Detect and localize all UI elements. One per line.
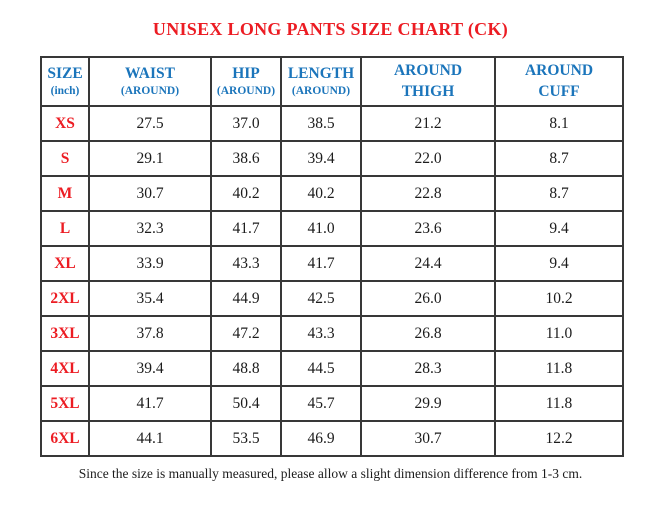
value-cell-waist: 44.1 [88, 420, 212, 457]
table-row-6xl: 6XL 44.1 53.5 46.9 30.7 12.2 [40, 420, 624, 457]
size-cell: 5XL [40, 385, 90, 422]
value-cell-waist: 30.7 [88, 175, 212, 212]
value-cell-thigh: 22.0 [360, 140, 496, 177]
table-row-l: L 32.3 41.7 41.0 23.6 9.4 [40, 210, 624, 247]
value-cell-waist: 41.7 [88, 385, 212, 422]
table-row-4xl: 4XL 39.4 48.8 44.5 28.3 11.8 [40, 350, 624, 387]
table-row-3xl: 3XL 37.8 47.2 43.3 26.8 11.0 [40, 315, 624, 352]
value-cell-cuff: 11.8 [494, 385, 624, 422]
value-cell-hip: 40.2 [210, 175, 282, 212]
table-row-2xl: 2XL 35.4 44.9 42.5 26.0 10.2 [40, 280, 624, 317]
value-cell-thigh: 26.8 [360, 315, 496, 352]
header-sublabel: (AROUND) [291, 85, 351, 98]
header-sublabel: (AROUND) [216, 85, 276, 98]
header-row: SIZE (inch) WAIST (AROUND) HIP (AROUND) … [40, 56, 624, 107]
table-row-5xl: 5XL 41.7 50.4 45.7 29.9 11.8 [40, 385, 624, 422]
value-cell-length: 44.5 [280, 350, 362, 387]
value-cell-cuff: 9.4 [494, 245, 624, 282]
value-cell-cuff: 12.2 [494, 420, 624, 457]
value-cell-waist: 27.5 [88, 105, 212, 142]
value-cell-cuff: 8.7 [494, 175, 624, 212]
value-cell-waist: 35.4 [88, 280, 212, 317]
table-row-s: S 29.1 38.6 39.4 22.0 8.7 [40, 140, 624, 177]
header-sublabel: (AROUND) [120, 85, 180, 98]
value-cell-length: 46.9 [280, 420, 362, 457]
value-cell-hip: 37.0 [210, 105, 282, 142]
value-cell-thigh: 22.8 [360, 175, 496, 212]
value-cell-length: 41.0 [280, 210, 362, 247]
value-cell-length: 42.5 [280, 280, 362, 317]
value-cell-thigh: 24.4 [360, 245, 496, 282]
table-row-xs: XS 27.5 37.0 38.5 21.2 8.1 [40, 105, 624, 142]
value-cell-length: 43.3 [280, 315, 362, 352]
header-sublabel: (inch) [50, 85, 80, 98]
value-cell-thigh: 23.6 [360, 210, 496, 247]
header-cell-around-thigh: AROUND THIGH [360, 56, 496, 107]
table-row-m: M 30.7 40.2 40.2 22.8 8.7 [40, 175, 624, 212]
value-cell-cuff: 8.7 [494, 140, 624, 177]
header-label: AROUND [393, 62, 463, 80]
value-cell-thigh: 30.7 [360, 420, 496, 457]
value-cell-cuff: 11.0 [494, 315, 624, 352]
value-cell-waist: 39.4 [88, 350, 212, 387]
size-cell: XS [40, 105, 90, 142]
table-header: SIZE (inch) WAIST (AROUND) HIP (AROUND) … [40, 56, 624, 107]
size-cell: 3XL [40, 315, 90, 352]
header-label: SIZE [47, 65, 83, 83]
header-cell-hip: HIP (AROUND) [210, 56, 282, 107]
value-cell-cuff: 11.8 [494, 350, 624, 387]
header-label: LENGTH [287, 65, 355, 83]
size-cell: L [40, 210, 90, 247]
header-cell-waist: WAIST (AROUND) [88, 56, 212, 107]
size-cell: 4XL [40, 350, 90, 387]
header-cell-length: LENGTH (AROUND) [280, 56, 362, 107]
value-cell-cuff: 9.4 [494, 210, 624, 247]
value-cell-hip: 53.5 [210, 420, 282, 457]
size-cell: 2XL [40, 280, 90, 317]
value-cell-hip: 48.8 [210, 350, 282, 387]
page-title: UNISEX LONG PANTS SIZE CHART (CK) [152, 19, 509, 39]
value-cell-length: 39.4 [280, 140, 362, 177]
value-cell-waist: 33.9 [88, 245, 212, 282]
value-cell-length: 40.2 [280, 175, 362, 212]
value-cell-waist: 37.8 [88, 315, 212, 352]
value-cell-hip: 50.4 [210, 385, 282, 422]
value-cell-cuff: 10.2 [494, 280, 624, 317]
value-cell-hip: 38.6 [210, 140, 282, 177]
header-label: HIP [232, 65, 260, 83]
size-cell: M [40, 175, 90, 212]
value-cell-waist: 29.1 [88, 140, 212, 177]
value-cell-thigh: 28.3 [360, 350, 496, 387]
value-cell-hip: 43.3 [210, 245, 282, 282]
value-cell-length: 45.7 [280, 385, 362, 422]
value-cell-length: 41.7 [280, 245, 362, 282]
header-label: AROUND [524, 62, 594, 80]
value-cell-hip: 47.2 [210, 315, 282, 352]
value-cell-thigh: 26.0 [360, 280, 496, 317]
header-sublabel: THIGH [401, 82, 455, 100]
value-cell-hip: 44.9 [210, 280, 282, 317]
size-cell: 6XL [40, 420, 90, 457]
header-label: WAIST [125, 65, 175, 83]
table-row-xl: XL 33.9 43.3 41.7 24.4 9.4 [40, 245, 624, 282]
header-cell-around-cuff: AROUND CUFF [494, 56, 624, 107]
value-cell-cuff: 8.1 [494, 105, 624, 142]
size-cell: S [40, 140, 90, 177]
size-chart-table: SIZE (inch) WAIST (AROUND) HIP (AROUND) … [40, 56, 624, 457]
value-cell-thigh: 21.2 [360, 105, 496, 142]
value-cell-length: 38.5 [280, 105, 362, 142]
footer-note: Since the size is manually measured, ple… [78, 466, 583, 481]
size-cell: XL [40, 245, 90, 282]
value-cell-hip: 41.7 [210, 210, 282, 247]
header-cell-size: SIZE (inch) [40, 56, 90, 107]
table-body: XS 27.5 37.0 38.5 21.2 8.1 S 29.1 38.6 3… [40, 105, 624, 457]
value-cell-thigh: 29.9 [360, 385, 496, 422]
value-cell-waist: 32.3 [88, 210, 212, 247]
header-sublabel: CUFF [538, 82, 580, 100]
